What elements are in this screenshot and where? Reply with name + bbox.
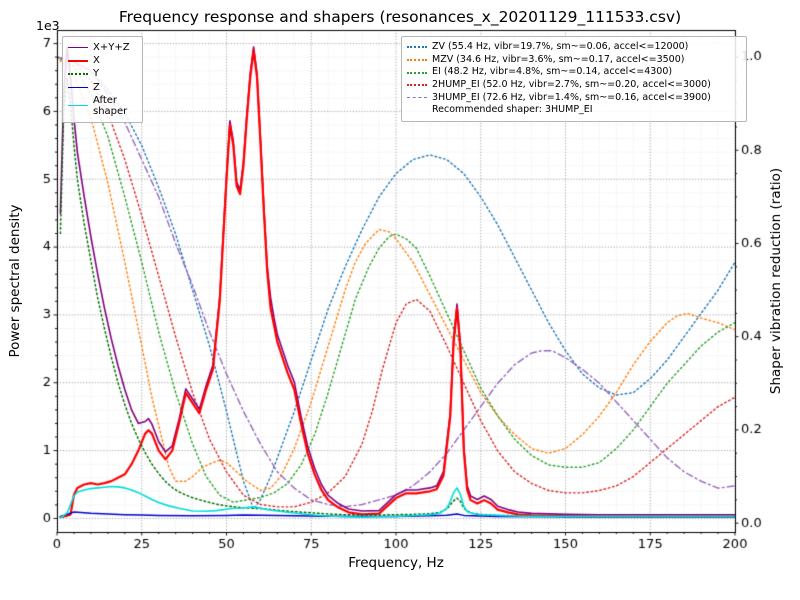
legend-label-y: Y [93,68,100,80]
x-axis-label: Frequency, Hz [348,555,444,571]
2hump-ei-line-sample [407,84,427,87]
zv-line-sample [407,46,427,49]
ei-line-sample [407,71,427,74]
y-line-sample [68,72,88,75]
legend-label-3hump-ei: 3HUMP_EI (72.6 Hz, vibr=1.4%, sm~=0.16, … [432,91,711,103]
legend-item-3hump-ei: 3HUMP_EI (72.6 Hz, vibr=1.4%, sm~=0.16, … [407,91,739,104]
x-line-sample [68,59,88,62]
y-axis-offset-label: 1e3 [36,18,60,33]
legend-label-2hump-ei: 2HUMP_EI (52.0 Hz, vibr=2.7%, sm~=0.20, … [432,78,711,90]
legend-item-zv: ZV (55.4 Hz, vibr=19.7%, sm~=0.06, accel… [407,41,739,53]
y-axis-label-left: Power spectral density [7,204,23,358]
psd-legend: X+Y+Z X Y Z After shaper [62,36,143,124]
legend-label-xyz: X+Y+Z [93,42,130,53]
legend-label-mzv: MZV (34.6 Hz, vibr=3.6%, sm~=0.17, accel… [432,53,685,65]
after-shaper-line-sample [68,105,88,107]
legend-item-after-shaper: After shaper [68,95,135,117]
legend-item-mzv: MZV (34.6 Hz, vibr=3.6%, sm~=0.17, accel… [407,53,739,66]
legend-item-xyz: X+Y+Z [68,42,135,53]
legend-label-z: Z [93,81,100,93]
legend-item-y: Y [68,68,135,79]
shaper-legend: ZV (55.4 Hz, vibr=19.7%, sm~=0.06, accel… [401,36,747,122]
mzv-line-sample [407,58,427,61]
legend-item-x: X [68,55,135,66]
legend-item-ei: EI (48.2 Hz, vibr=4.8%, sm~=0.14, accel<… [407,67,739,78]
y-axis-label-right: Shaper vibration reduction (ratio) [768,167,784,395]
3hump-ei-line-sample [407,97,427,99]
legend-label-x: X [93,55,100,67]
legend-recommended-note: Recommended shaper: 3HUMP_EI [407,104,739,116]
legend-item-2hump-ei: 2HUMP_EI (52.0 Hz, vibr=2.7%, sm~=0.20, … [407,78,739,91]
chart-title: Frequency response and shapers (resonanc… [118,8,682,26]
legend-label-ei: EI (48.2 Hz, vibr=4.8%, sm~=0.14, accel<… [432,66,673,78]
legend-item-z: Z [68,82,135,93]
xyz-line-sample [68,47,88,49]
z-line-sample [68,86,88,88]
legend-label-zv: ZV (55.4 Hz, vibr=19.7%, sm~=0.06, accel… [432,41,689,52]
legend-label-after-shaper: After shaper [93,94,128,117]
recommended-shaper-text: Recommended shaper: 3HUMP_EI [432,104,593,116]
